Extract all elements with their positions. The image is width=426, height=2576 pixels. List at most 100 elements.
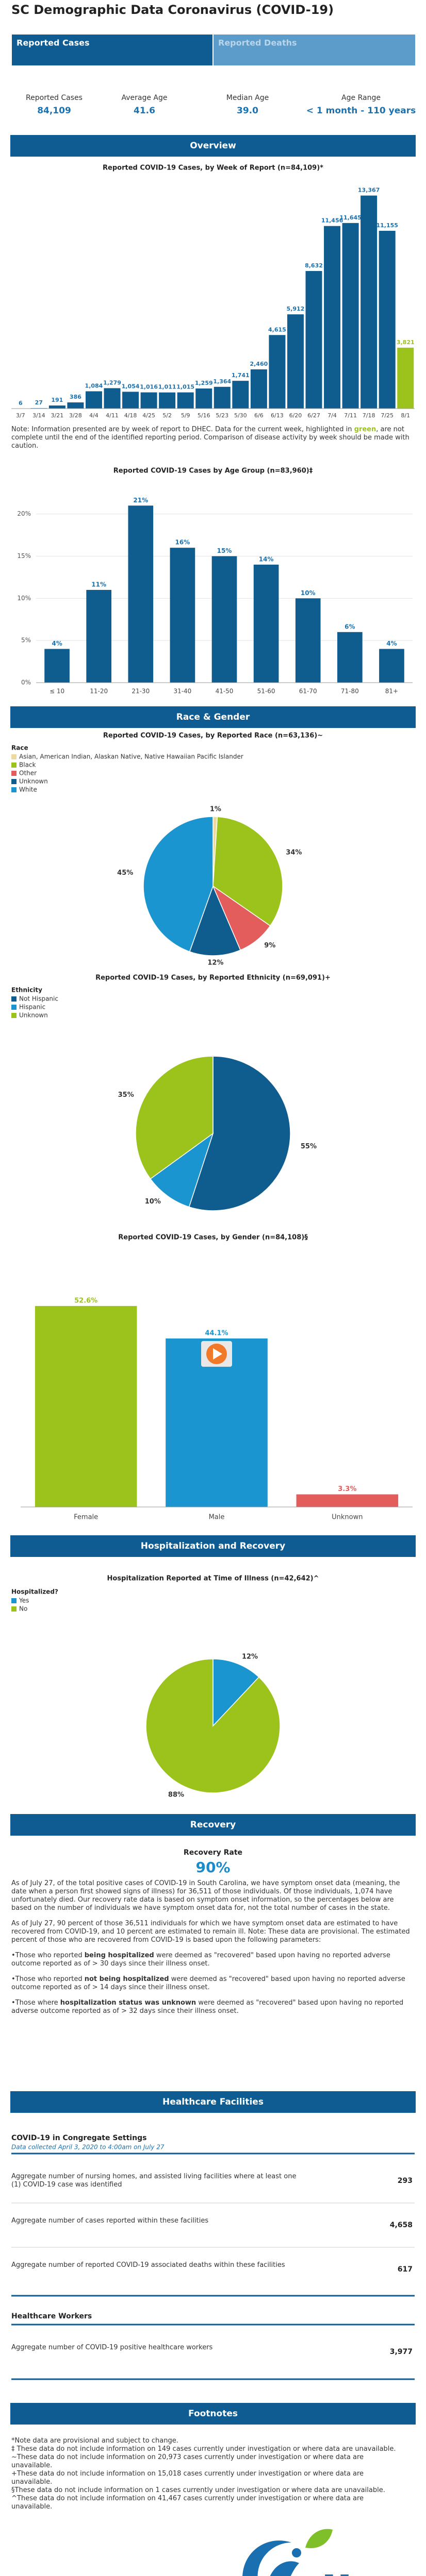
bar (67, 402, 84, 409)
x-tick-label: Unknown (332, 1514, 363, 1521)
stat-value: 84,109 (37, 106, 71, 116)
value-label: 1,741 (232, 372, 250, 379)
x-tick-label: 7/11 (344, 412, 357, 419)
tab-label[interactable]: Reported Deaths (218, 38, 297, 48)
bar (122, 392, 139, 409)
recovery-paragraph: As of July 27, of the total positive cas… (11, 1879, 400, 1912)
legend-swatch (11, 762, 17, 768)
x-tick-label: Female (74, 1514, 98, 1521)
value-label: 1,054 (122, 383, 140, 389)
row-label: Aggregate number of reported COVID-19 as… (11, 2261, 285, 2269)
value-label: 3,821 (397, 339, 415, 346)
bar (324, 226, 341, 409)
logo-head (292, 2548, 301, 2557)
row-label: Aggregate number of cases reported withi… (11, 2217, 209, 2225)
value-label: 44.1% (205, 1329, 228, 1337)
stat-value: < 1 month - 110 years (306, 106, 416, 116)
stat-label: Reported Cases (26, 94, 83, 102)
legend-swatch (11, 1005, 17, 1010)
value-label: 14% (259, 555, 274, 563)
section-banner (10, 1814, 416, 1836)
page-title: SC Demographic Data Coronavirus (COVID-1… (11, 3, 334, 17)
value-label: 1,084 (85, 382, 103, 389)
value-label: 4% (52, 640, 62, 647)
chart-title: Reported COVID-19 Cases, by Reported Rac… (103, 732, 323, 740)
bullet-text: being hospitalized (84, 1952, 154, 1959)
x-tick-label: 71-80 (341, 688, 359, 695)
play-button[interactable] (201, 1341, 232, 1367)
x-tick-label: ≤ 10 (50, 688, 64, 695)
workers-title: Healthcare Workers (11, 2312, 92, 2320)
bar (305, 271, 322, 409)
row-value: 617 (398, 2265, 413, 2274)
x-tick-label: 4/18 (124, 412, 137, 419)
recovery-text: As of July 27, of the total positive cas… (11, 1879, 414, 2023)
value-label: 13,367 (358, 187, 380, 194)
slice-label: 88% (168, 1791, 184, 1799)
bar (35, 1306, 137, 1507)
value-label: 6% (345, 623, 355, 630)
bullet-text: not being hospitalized (84, 1975, 169, 1983)
slice-label: 35% (118, 1091, 134, 1099)
note-text: , are not complete until the end of the … (11, 426, 409, 450)
row-label: Aggregate number of nursing homes, and a… (11, 2173, 297, 2189)
legend-swatch (11, 771, 17, 776)
legend-label: Asian, American Indian, Alaskan Native, … (19, 753, 243, 760)
stat-label: Average Age (121, 94, 167, 102)
bullet-text: •Those where (11, 1999, 60, 2007)
chart-title: Hospitalization Reported at Time of Illn… (107, 1575, 319, 1583)
value-label: 52.6% (74, 1297, 97, 1304)
footnote: §These data do not include information o… (11, 2486, 385, 2494)
pie-slice (212, 816, 283, 926)
pie-slice (212, 1658, 260, 1727)
bar (85, 391, 102, 409)
section-title: Race & Gender (176, 712, 250, 722)
x-tick-label: 5/30 (234, 412, 247, 419)
value-label: 5,912 (287, 306, 305, 312)
legend-label: Other (19, 770, 37, 777)
value-label: 2,460 (250, 361, 268, 367)
tab[interactable] (11, 33, 214, 66)
legend-swatch (11, 1013, 17, 1018)
legend-label: Not Hispanic (19, 995, 58, 1003)
section-title: Recovery (190, 1820, 236, 1830)
value-label: 1,011 (158, 384, 176, 391)
x-tick-label: 3/21 (51, 412, 64, 419)
section-title: Footnotes (188, 2409, 238, 2419)
stat-label: Median Age (226, 94, 269, 102)
recovery-bullet: •Those where hospitalization status was … (11, 1999, 414, 2015)
dhec-logo: dhec (242, 2529, 426, 2576)
x-tick-label: 5/16 (198, 412, 210, 419)
recovery-bullet: •Those who reported being hospitalized w… (11, 1952, 414, 1968)
legend-swatch (11, 996, 17, 1002)
section-banner (10, 1535, 416, 1557)
slice-label: 12% (207, 959, 223, 967)
value-label: 1,016 (140, 384, 158, 391)
value-label: 6 (19, 400, 23, 406)
legend-label: Hispanic (19, 1004, 45, 1011)
bar (295, 598, 321, 683)
legend-title: Hospitalized? (11, 1588, 58, 1596)
legend-title: Ethnicity (11, 987, 42, 994)
slice-label: 34% (286, 849, 302, 857)
tab[interactable] (212, 33, 416, 66)
legend-label: Black (19, 761, 36, 769)
x-tick-label: 4/11 (106, 412, 119, 419)
bar (337, 632, 363, 683)
x-tick-label: 6/20 (289, 412, 302, 419)
facilities-subtitle: Data collected April 3, 2020 to 4:00am o… (11, 2144, 165, 2151)
tab-label[interactable]: Reported Cases (17, 38, 89, 48)
x-tick-label: 7/25 (381, 412, 394, 419)
x-tick-label: 5/9 (181, 412, 190, 419)
value-label: 16% (175, 539, 190, 546)
x-tick-label: 6/13 (271, 412, 284, 419)
bar (361, 195, 378, 409)
note-text: green (354, 426, 376, 433)
x-tick-label: 51-60 (257, 688, 275, 695)
section-banner (10, 706, 416, 728)
section-title: Healthcare Facilities (162, 2097, 264, 2107)
stat-value: 39.0 (237, 106, 258, 116)
value-label: 10% (301, 589, 316, 597)
legend-label: Unknown (19, 1012, 48, 1019)
stat-value: 41.6 (134, 106, 155, 116)
